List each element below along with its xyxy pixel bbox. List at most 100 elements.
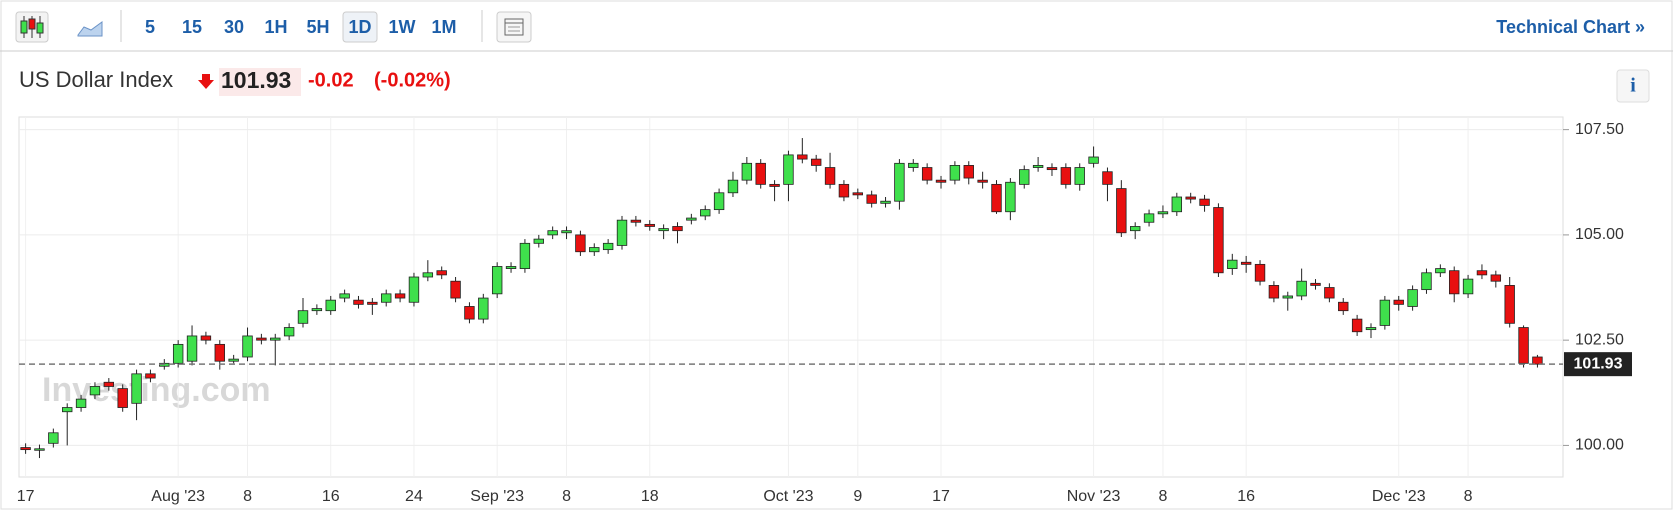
last-price-box: [1564, 352, 1632, 377]
candle-body: [394, 293, 406, 299]
x-tick-label: 17: [17, 488, 35, 505]
x-tick-label: 9: [853, 488, 862, 505]
x-tick-label: 8: [1158, 488, 1167, 505]
plot-area: [18, 116, 1564, 478]
candle-body: [713, 192, 725, 211]
candle-body: [991, 183, 1002, 213]
candle-body: [1365, 327, 1377, 331]
candle-body: [1157, 211, 1169, 215]
candle-body: [242, 335, 253, 358]
candle-body: [172, 343, 184, 364]
x-tick-label: Sep '23: [470, 488, 524, 505]
candle-body: [117, 388, 128, 408]
candle-body: [894, 162, 905, 202]
x-tick-label: Aug '23: [151, 488, 205, 505]
candle-body: [1102, 171, 1113, 185]
candle-body: [700, 209, 711, 217]
info-label[interactable]: i: [1630, 75, 1636, 97]
candle-body: [1060, 167, 1072, 185]
candle-body: [270, 337, 281, 341]
candle-body: [131, 373, 142, 404]
candle-body: [1296, 280, 1307, 297]
x-tick-label: 18: [641, 488, 659, 505]
candle-body: [1143, 213, 1155, 223]
candle-body: [1254, 263, 1266, 282]
candle-body: [186, 335, 198, 362]
candle-body: [1407, 289, 1418, 307]
x-tick-label: 16: [1237, 488, 1255, 505]
technical-chart-link[interactable]: Technical Chart »: [1496, 17, 1645, 37]
candle-body: [1476, 270, 1488, 276]
x-tick-label: Oct '23: [763, 488, 813, 505]
candle-body: [450, 280, 461, 299]
y-tick-label: 107.50: [1575, 121, 1624, 138]
interval-button[interactable]: 1D: [348, 17, 371, 37]
candle-body: [464, 306, 475, 320]
selected-interval-box: [342, 11, 378, 43]
y-tick-label: 100.00: [1575, 437, 1624, 454]
x-tick-label: 8: [243, 488, 252, 505]
x-tick-label: 8: [1464, 488, 1473, 505]
interval-button[interactable]: 5H: [306, 17, 329, 37]
candle-body: [1268, 285, 1280, 299]
candle-body: [1074, 167, 1085, 185]
area-icon[interactable]: [77, 21, 103, 37]
candle-body: [1171, 196, 1183, 213]
candle-body: [103, 381, 115, 387]
candle-body: [491, 266, 503, 295]
candle-body: [852, 192, 864, 196]
candle-body: [89, 386, 101, 396]
info-button[interactable]: [1616, 69, 1650, 103]
candle-body: [478, 297, 489, 320]
candle-body: [1490, 274, 1502, 282]
last-price-label: 101.93: [1574, 355, 1623, 372]
candle-body: [977, 179, 988, 183]
candle-body: [741, 162, 753, 181]
candle-body: [935, 179, 947, 183]
interval-button[interactable]: 30: [224, 17, 244, 37]
candle-body: [686, 217, 697, 221]
x-tick-label: 17: [932, 488, 950, 505]
interval-button[interactable]: 1H: [264, 17, 287, 37]
y-tick-label: 102.50: [1575, 331, 1624, 348]
candle-body: [283, 327, 295, 337]
candle-body: [1185, 196, 1196, 200]
candle-body: [824, 167, 836, 185]
candle-body: [921, 167, 933, 181]
candle-body: [1227, 259, 1238, 269]
x-tick-label: 24: [405, 488, 423, 505]
candle-body: [20, 447, 31, 451]
interval-button[interactable]: 1W: [389, 17, 416, 37]
candle-icon[interactable]: [15, 11, 49, 43]
interval-button[interactable]: 15: [182, 17, 202, 37]
candle-body: [630, 219, 642, 223]
candle-body: [1240, 261, 1252, 265]
candle-body: [1310, 282, 1321, 286]
candle-body: [602, 242, 614, 251]
candle-body: [256, 337, 267, 341]
candle-body: [949, 165, 961, 181]
candle-body: [1449, 270, 1460, 295]
interval-button[interactable]: 5: [145, 17, 155, 37]
interval-button[interactable]: 1M: [431, 17, 456, 37]
candle-body: [547, 230, 558, 236]
candle-body: [1130, 226, 1141, 232]
candle-body: [672, 226, 683, 232]
last-price: 101.93: [221, 67, 291, 93]
candle-body: [1393, 299, 1404, 305]
x-tick-label: Dec '23: [1372, 488, 1426, 505]
candle-body: [561, 230, 572, 234]
x-tick-label: Nov '23: [1067, 488, 1121, 505]
candle-body: [1421, 272, 1432, 291]
candle-body: [505, 266, 517, 269]
down-arrow: [198, 74, 214, 89]
layout-icon[interactable]: [496, 11, 532, 43]
candle-body: [34, 448, 45, 451]
candle-body: [353, 299, 364, 305]
candle-body: [797, 154, 808, 160]
candle-body: [1518, 327, 1529, 364]
candle-body: [908, 162, 919, 168]
candle-body: [436, 270, 447, 276]
candle-body: [880, 200, 891, 204]
